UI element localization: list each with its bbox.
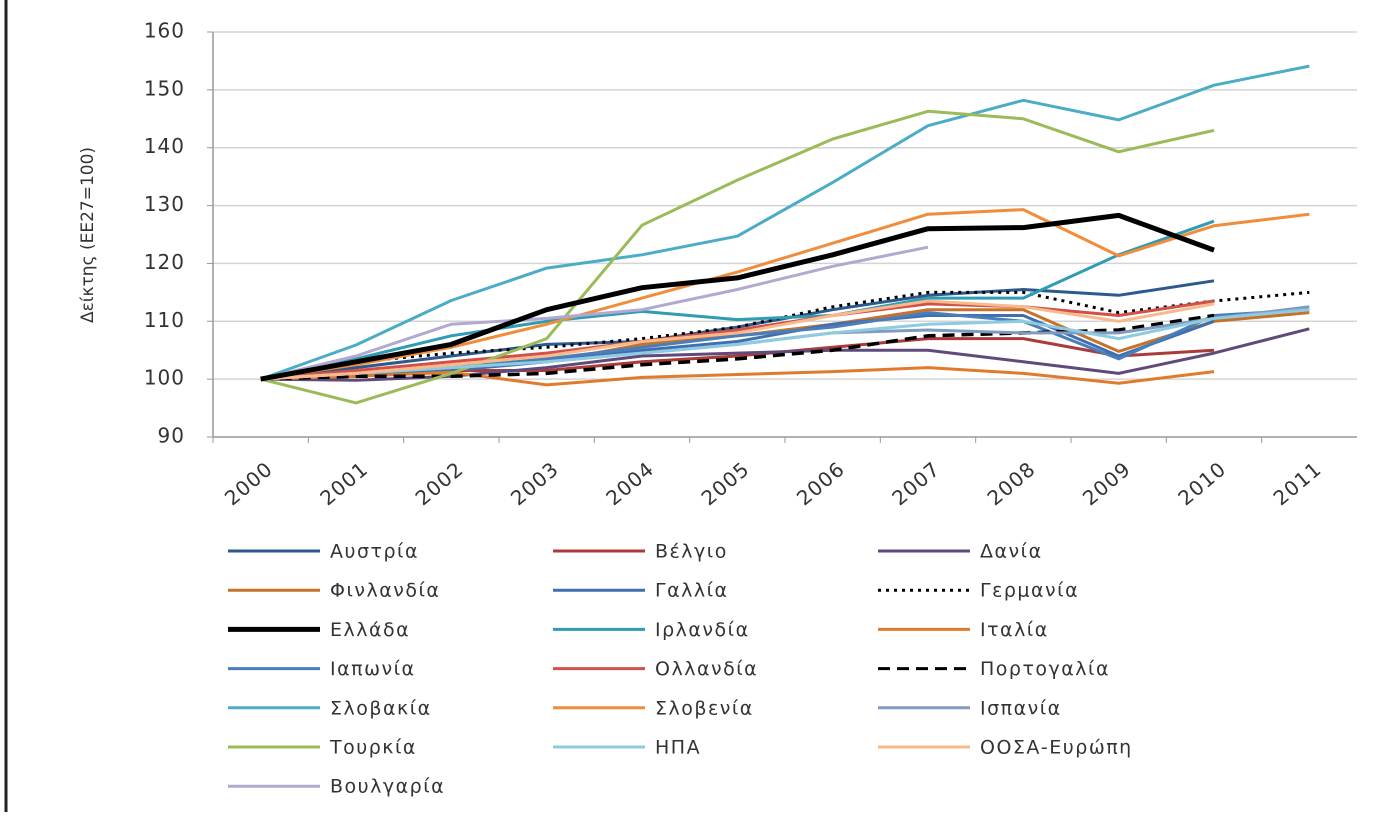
series-line — [260, 245, 929, 381]
legend-label: Δανία — [980, 541, 1043, 563]
legend-label: Ελλάδα — [330, 619, 410, 641]
series-line — [260, 208, 1310, 381]
legend-label: Ολλανδία — [655, 658, 758, 680]
y-tick-label: 100 — [144, 366, 185, 390]
legend-label: Βέλγιο — [655, 541, 728, 563]
y-axis-label: Δείκτης (ΕΕ27=100) — [78, 147, 98, 323]
y-tick-label: 90 — [158, 424, 185, 448]
legend-label: Βουλγαρία — [330, 776, 445, 798]
legend-label: Γαλλία — [655, 580, 729, 602]
legend-label: Σλοβενία — [655, 697, 754, 719]
legend-label: Ιαπωνία — [330, 658, 416, 680]
series-line — [260, 279, 1215, 381]
y-tick-label: 160 — [144, 19, 185, 43]
legend-label: ΗΠΑ — [655, 737, 701, 759]
series-line — [260, 219, 1215, 381]
legend-label: Φινλανδία — [330, 580, 440, 602]
y-tick-label: 130 — [144, 192, 185, 216]
y-tick-label: 120 — [144, 250, 185, 274]
series-line — [260, 299, 1215, 381]
y-tick-label: 150 — [144, 76, 185, 100]
legend-label: Ισπανία — [980, 697, 1062, 719]
series-line — [260, 299, 1215, 381]
series-line — [260, 313, 1215, 381]
legend-label: Πορτογαλία — [980, 658, 1110, 680]
legend-label: Γερμανία — [980, 580, 1079, 602]
legend-label: Ιταλία — [980, 619, 1049, 641]
series-line — [260, 308, 1310, 381]
legend-label: Αυστρία — [330, 541, 419, 563]
legend-label: ΟΟΣΑ-Ευρώπη — [980, 737, 1133, 759]
series-line — [260, 109, 1215, 405]
series-line — [260, 64, 1310, 381]
legend-label: Ιρλανδία — [655, 619, 750, 641]
legend-label: Τουρκία — [329, 737, 417, 759]
legend-label: Σλοβακία — [330, 697, 432, 719]
y-tick-label: 110 — [144, 308, 185, 332]
series-line — [260, 366, 1215, 387]
series-line — [260, 212, 1215, 382]
y-tick-label: 140 — [144, 134, 185, 158]
